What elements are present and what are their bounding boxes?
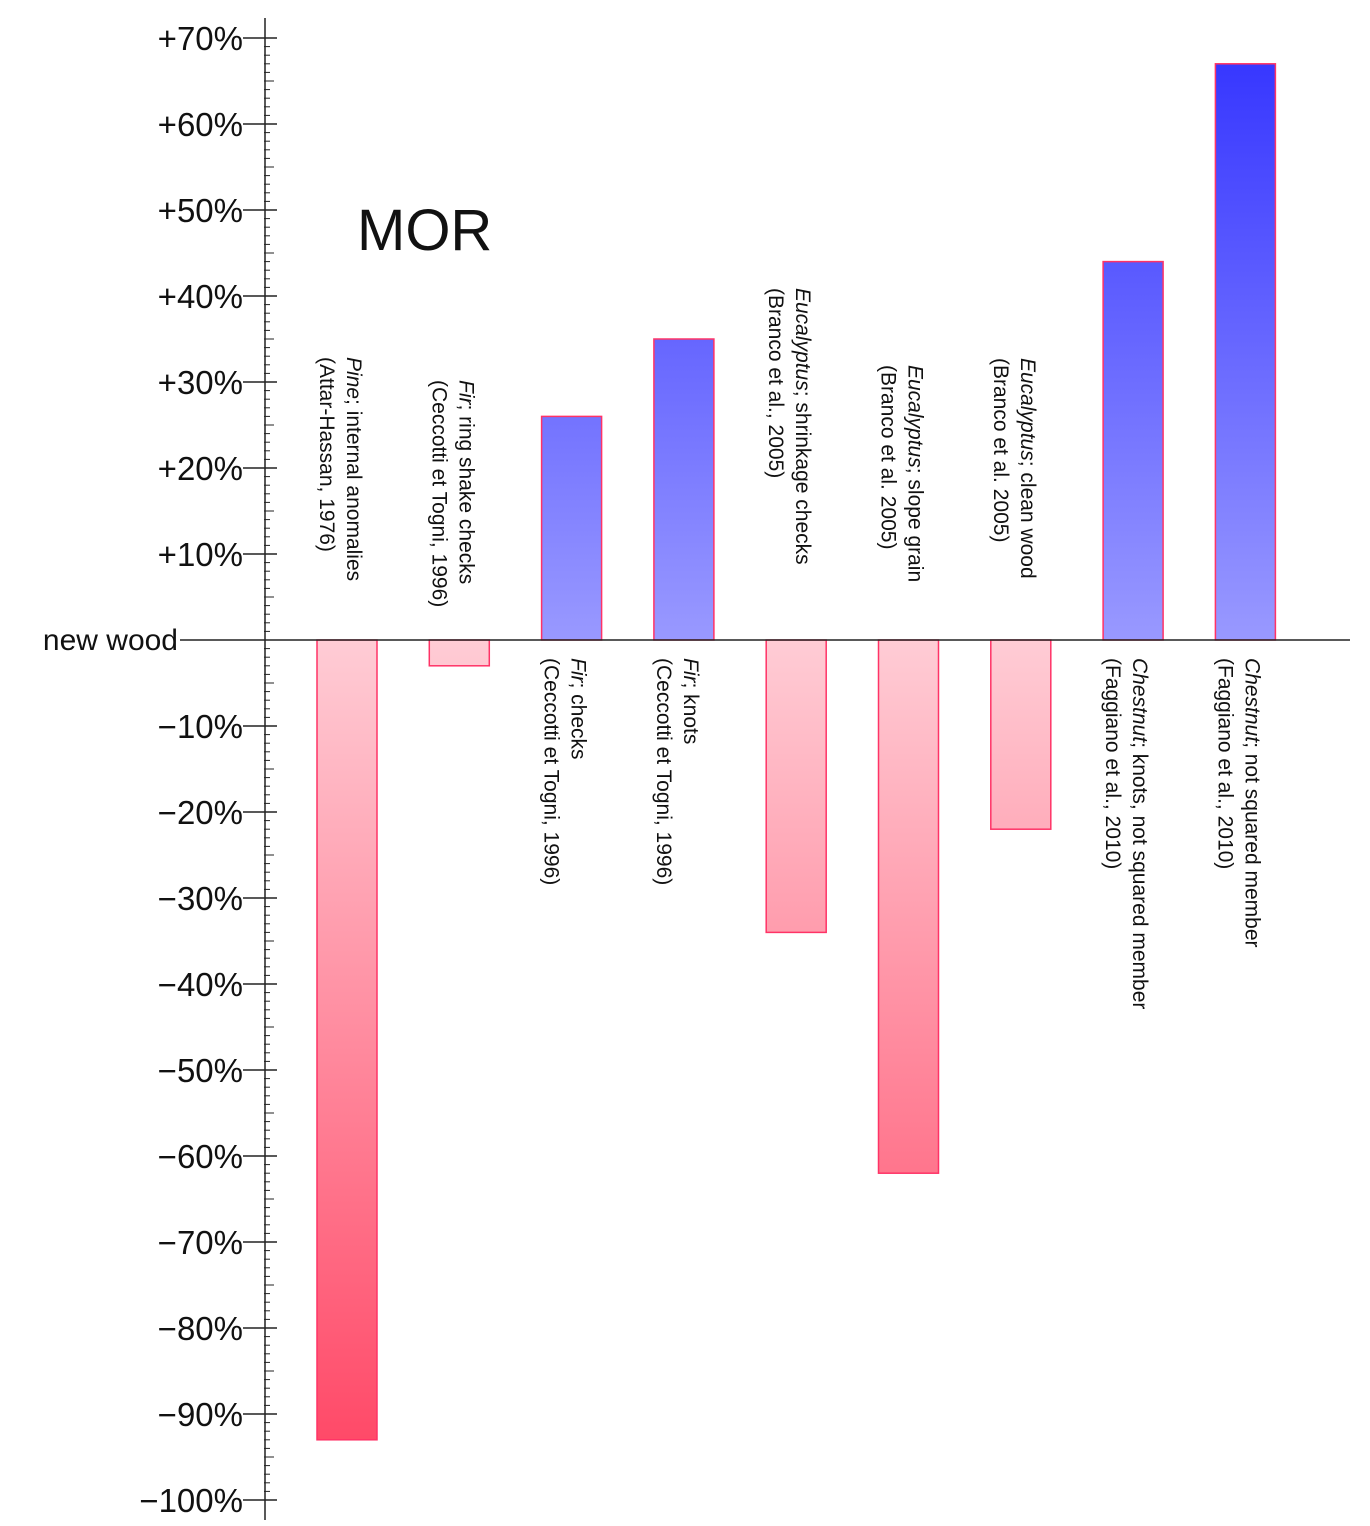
category-desc: ; knots — [679, 683, 702, 745]
category-label: Chestnut; knots, not squared member(Fagg… — [1101, 658, 1151, 1009]
y-tick-label: −70% — [158, 1224, 243, 1261]
bar-6 — [877, 639, 940, 1174]
y-axis: +70% +60% +50% +40% +30% +20% +10% −10% −20% −30%… — [43, 18, 1350, 1520]
category-desc: ; clean wood — [1016, 461, 1039, 579]
y-tick-label: +60% — [158, 106, 243, 143]
y-tick-label: −20% — [158, 794, 243, 831]
category-desc: ; slope grain — [904, 468, 927, 582]
category-desc: ; internal anomalies — [342, 399, 365, 581]
chart-title: MOR — [357, 198, 492, 263]
bar-1 — [316, 639, 378, 1441]
category-source: (Branco et al., 2005) — [764, 288, 787, 478]
category-desc: ; checks — [567, 683, 590, 760]
y-tick-label: −100% — [139, 1482, 243, 1519]
category-source: (Branco et al. 2005) — [989, 358, 1012, 542]
y-tick-label: +40% — [158, 278, 243, 315]
bars-layer — [316, 63, 1277, 1441]
category-source: (Ceccotti et Togni, 1996) — [652, 658, 675, 885]
y-tick-label: −30% — [158, 880, 243, 917]
species-name: Pine — [342, 357, 365, 399]
y-tick-label: +30% — [158, 364, 243, 401]
category-label-line1: Fir; checks — [567, 658, 590, 760]
bar-labels: Pine; internal anomalies(Attar-Hassan, 1… — [315, 288, 1263, 1009]
species-name: Fir — [679, 658, 702, 683]
bar-5 — [765, 639, 827, 934]
category-label-line1: Fir; ring shake checks — [454, 380, 477, 584]
category-source: (Branco et al. 2005) — [877, 365, 900, 549]
category-desc: ; not squared member — [1240, 742, 1263, 947]
species-name: Fir — [567, 658, 590, 683]
category-label: Fir; knots(Ceccotti et Togni, 1996) — [652, 658, 702, 885]
category-label: Eucalyptus; shrinkage checks(Branco et a… — [764, 288, 814, 565]
category-label: Eucalyptus; slope grain(Branco et al. 20… — [877, 365, 927, 582]
species-name: Eucalyptus — [1016, 358, 1039, 461]
species-name: Chestnut — [1128, 658, 1151, 743]
category-source: (Attar-Hassan, 1976) — [315, 357, 338, 552]
category-desc: ; ring shake checks — [454, 405, 477, 585]
category-label: Pine; internal anomalies(Attar-Hassan, 1… — [315, 357, 365, 581]
category-label: Fir; checks(Ceccotti et Togni, 1996) — [540, 658, 590, 885]
category-label-line1: Eucalyptus; slope grain — [904, 365, 927, 582]
species-name: Fir — [454, 380, 477, 405]
category-label: Fir; ring shake checks(Ceccotti et Togni… — [427, 380, 477, 607]
category-label: Eucalyptus; clean wood(Branco et al. 200… — [989, 358, 1039, 579]
bar-7 — [990, 639, 1052, 830]
bar-8 — [1102, 260, 1164, 641]
category-label-line1: Chestnut; knots, not squared member — [1128, 658, 1151, 1009]
category-label-line1: Chestnut; not squared member — [1240, 658, 1263, 948]
y-tick-label: +20% — [158, 450, 243, 487]
y-tick-label: −90% — [158, 1396, 243, 1433]
y-tick-label: −10% — [158, 708, 243, 745]
y-tick-label: −60% — [158, 1138, 243, 1175]
bar-2 — [428, 639, 491, 667]
category-label: Chestnut; not squared member(Faggiano et… — [1213, 658, 1263, 948]
bar-3 — [540, 415, 603, 641]
y-tick-label: +10% — [158, 536, 243, 573]
zero-label: new wood — [43, 624, 178, 657]
y-tick-label: −50% — [158, 1052, 243, 1089]
category-desc: ; shrinkage checks — [791, 391, 814, 565]
category-label-line1: Pine; internal anomalies — [342, 357, 365, 581]
category-label-line1: Eucalyptus; clean wood — [1016, 358, 1039, 579]
category-source: (Ceccotti et Togni, 1996) — [427, 380, 450, 607]
y-tick-label: −40% — [158, 966, 243, 1003]
y-tick-label: −80% — [158, 1310, 243, 1347]
y-tick-label: +70% — [158, 20, 243, 57]
category-source: (Faggiano et al., 2010) — [1101, 658, 1124, 869]
y-tick-label: +50% — [158, 192, 243, 229]
category-desc: ; knots, not squared member — [1128, 742, 1151, 1009]
bar-4 — [653, 338, 715, 641]
category-source: (Faggiano et al., 2010) — [1213, 658, 1236, 869]
bar-9 — [1214, 63, 1277, 641]
category-label-line1: Eucalyptus; shrinkage checks — [791, 288, 814, 565]
species-name: Chestnut — [1240, 658, 1263, 743]
species-name: Eucalyptus — [791, 288, 814, 391]
category-label-line1: Fir; knots — [679, 658, 702, 744]
species-name: Eucalyptus — [904, 365, 927, 468]
category-source: (Ceccotti et Togni, 1996) — [540, 658, 563, 885]
